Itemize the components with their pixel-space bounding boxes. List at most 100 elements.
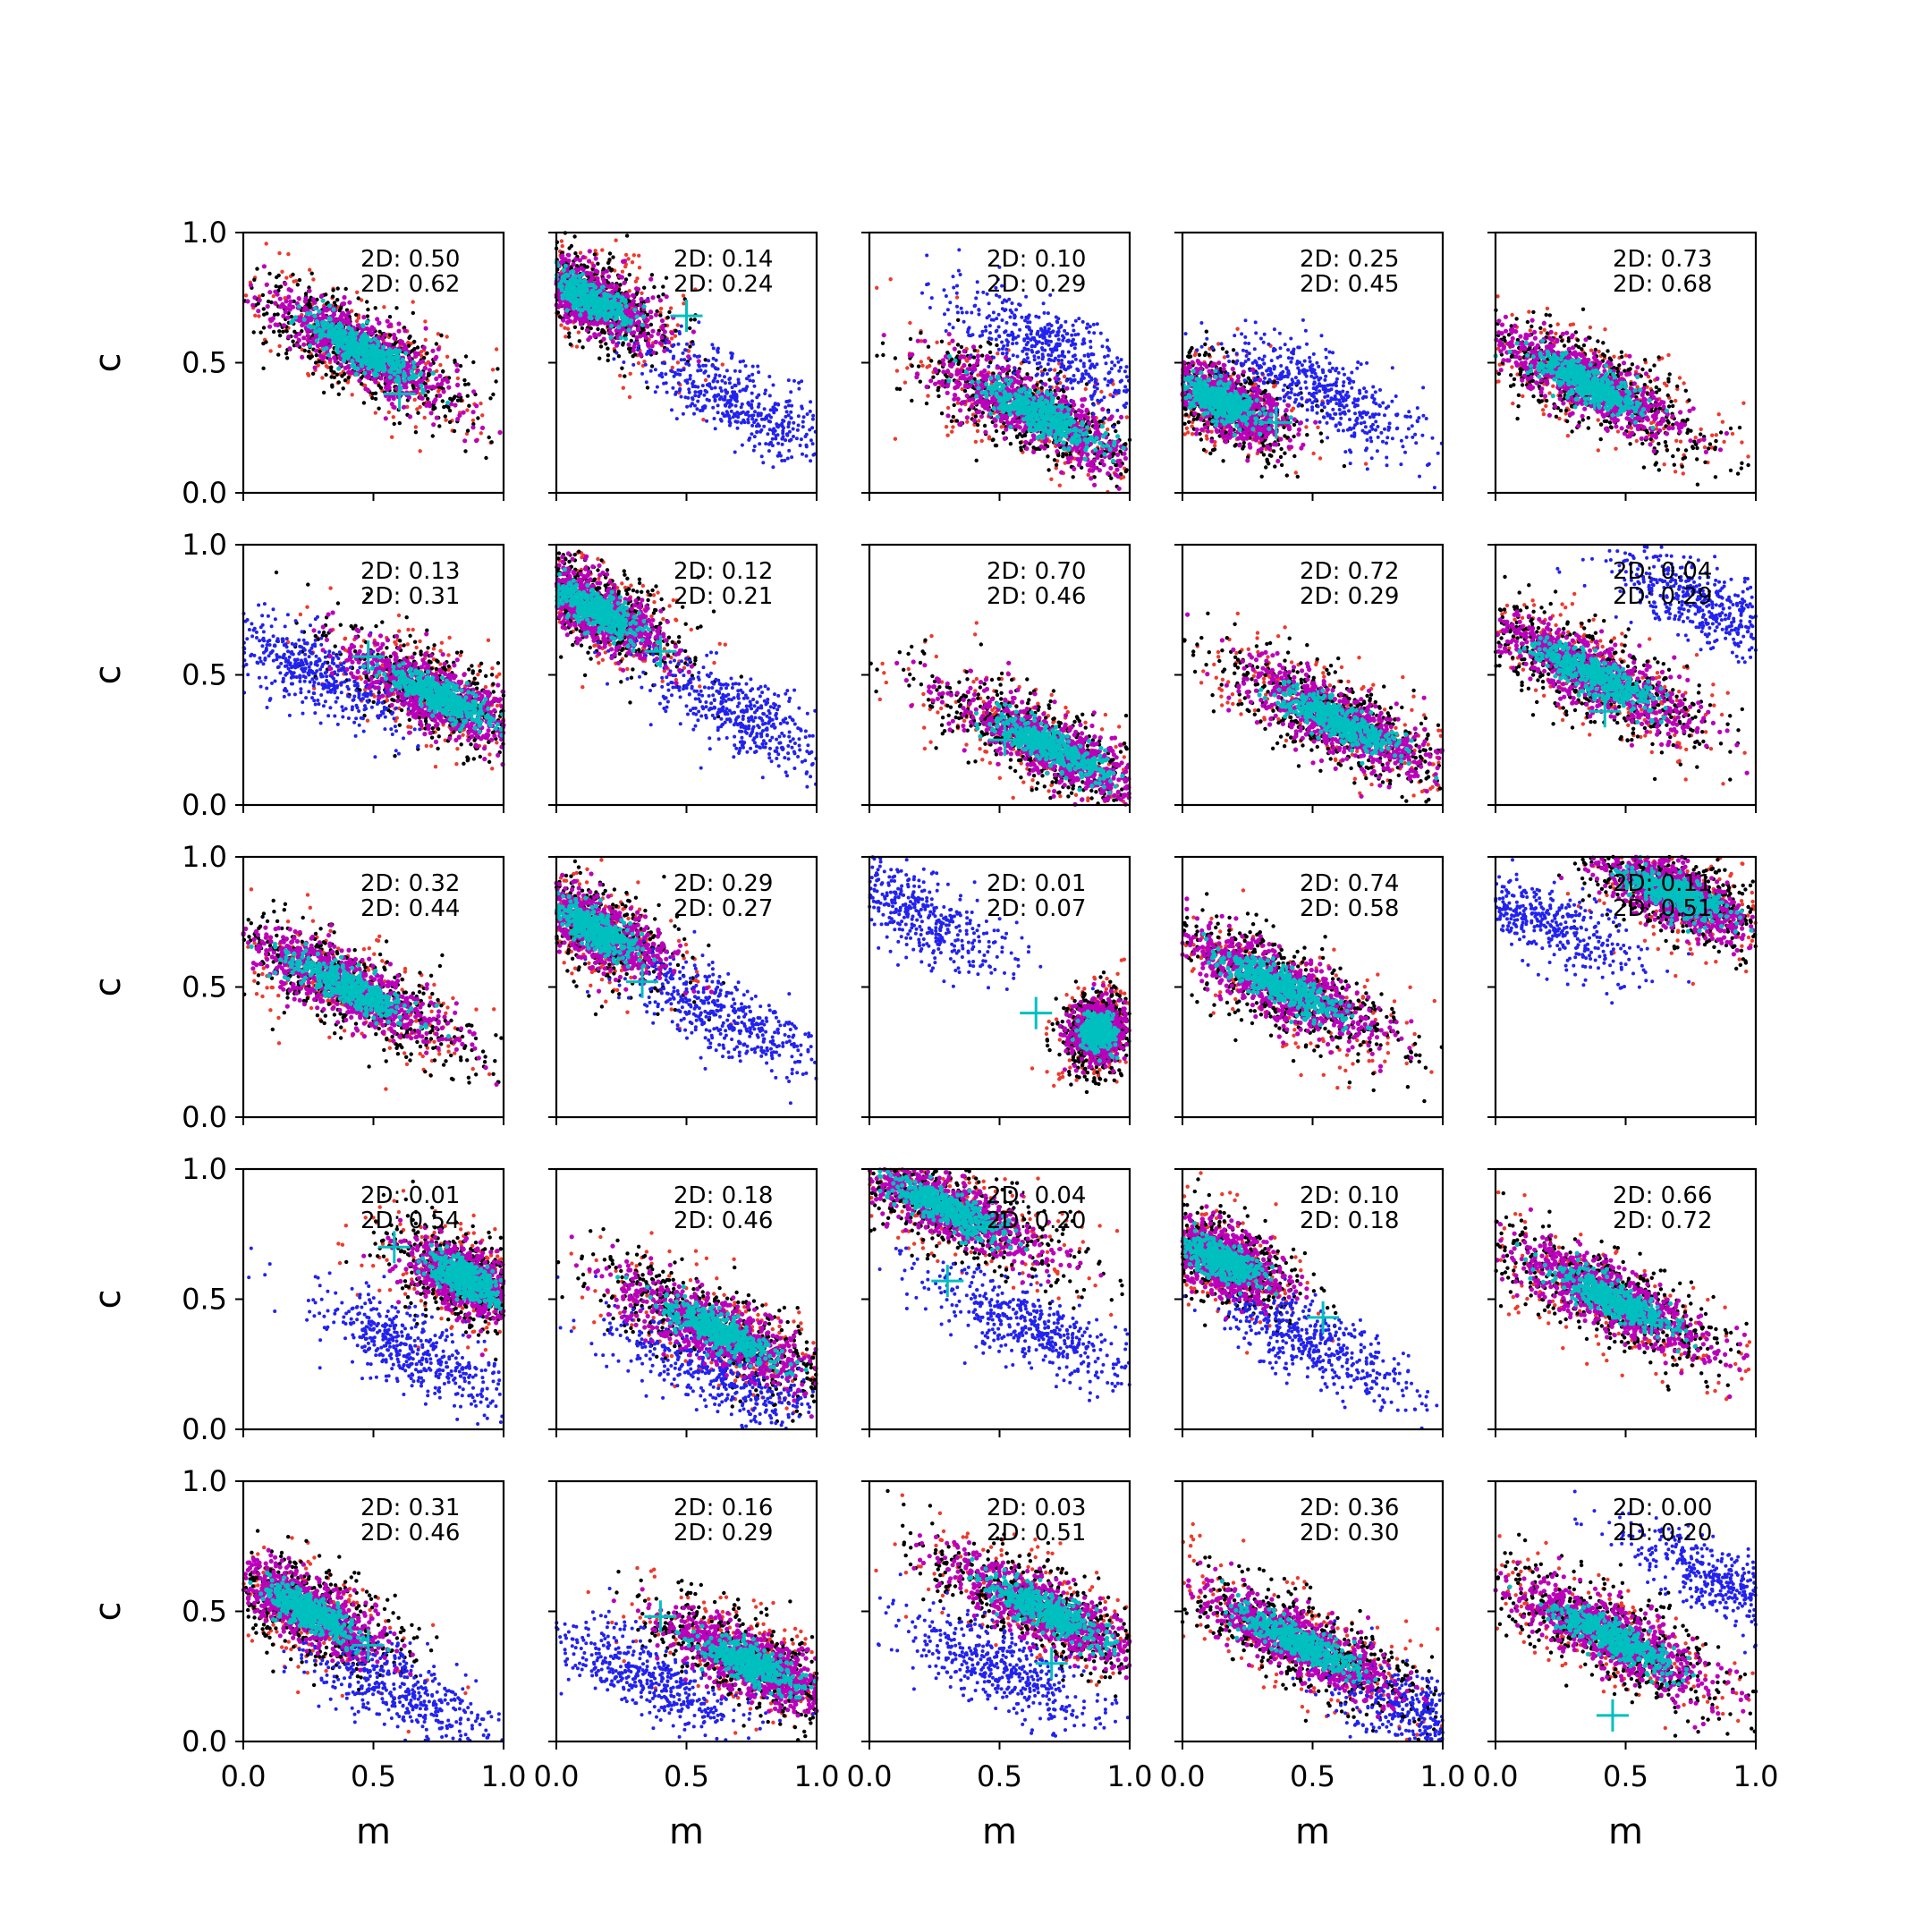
scatter-point	[611, 255, 615, 259]
scatter-point	[945, 351, 950, 355]
scatter-point	[1081, 361, 1086, 366]
scatter-point	[601, 336, 606, 342]
scatter-point	[713, 366, 717, 370]
scatter-point	[452, 395, 456, 401]
scatter-point	[1038, 360, 1042, 365]
scatter-point	[343, 313, 349, 318]
scatter-point	[596, 261, 600, 266]
scatter-point	[888, 277, 893, 282]
scatter-point	[674, 390, 678, 394]
scatter-point	[431, 407, 436, 411]
scatter-point	[668, 306, 674, 310]
scatter-point	[624, 292, 630, 297]
scatter-point	[1006, 333, 1010, 337]
scatter-point	[657, 298, 664, 303]
scatter-point	[588, 320, 594, 326]
scatter-point	[1018, 327, 1022, 332]
scatter-point	[618, 283, 623, 287]
scatter-point	[669, 330, 675, 335]
scatter-point	[321, 390, 326, 395]
scatter-point	[945, 405, 951, 411]
scatter-point	[354, 318, 360, 324]
scatter-point	[319, 293, 325, 299]
scatter-point	[567, 331, 572, 335]
scatter-point	[1088, 325, 1092, 329]
scatter-point	[705, 397, 709, 402]
scatter-point	[313, 329, 318, 335]
scatter-point	[662, 381, 666, 386]
scatter-point	[324, 320, 329, 326]
scatter-point	[1118, 379, 1123, 384]
scatter-point	[919, 331, 923, 335]
scatter-point	[727, 414, 731, 418]
scatter-point	[413, 425, 418, 429]
scatter-point	[602, 310, 607, 316]
scatter-point	[780, 442, 784, 446]
scatter-point	[773, 402, 777, 406]
scatter-point	[975, 290, 979, 294]
scatter-point	[373, 379, 378, 385]
scatter-point	[1008, 442, 1013, 446]
scatter-point	[308, 267, 312, 272]
scatter-point	[723, 397, 727, 401]
scatter-point	[463, 449, 468, 453]
scatter-point	[256, 309, 261, 314]
scatter-point	[905, 366, 910, 370]
scatter-point	[660, 360, 665, 365]
scatter-point	[471, 389, 477, 394]
scatter-point	[653, 368, 657, 372]
scatter-point	[313, 360, 318, 365]
scatter-point	[355, 366, 360, 371]
scatter-point	[1000, 340, 1004, 344]
scatter-point	[684, 361, 689, 366]
scatter-point	[671, 356, 675, 360]
scatter-point	[699, 369, 703, 372]
scatter-point	[312, 300, 318, 305]
scatter-point	[386, 324, 392, 329]
scatter-point	[769, 415, 773, 419]
scatter-point	[1106, 345, 1109, 350]
scatter-point	[301, 342, 307, 347]
scatter-point	[929, 359, 934, 363]
scatter-point	[1080, 319, 1085, 324]
scatter-point	[1095, 322, 1099, 326]
scatter-point	[648, 309, 654, 315]
scatter-point	[1001, 430, 1006, 436]
scatter-point	[1055, 395, 1061, 401]
scatter-point	[660, 325, 665, 331]
scatter-point	[1116, 420, 1121, 425]
scatter-point	[559, 323, 564, 327]
scatter-point	[312, 313, 318, 318]
scatter-point	[285, 315, 291, 320]
scatter-point	[386, 410, 391, 415]
scatter-point	[674, 328, 678, 333]
scatter-point	[957, 350, 962, 354]
scatter-point	[628, 371, 632, 376]
scatter-point	[373, 306, 377, 310]
scatter-point	[465, 428, 470, 433]
scatter-point	[758, 442, 762, 446]
scatter-point	[637, 253, 641, 258]
scatter-point	[284, 352, 289, 356]
scatter-point	[691, 379, 696, 384]
scatter-point	[414, 383, 419, 388]
scatter-point	[908, 336, 913, 342]
scatter-point	[574, 344, 580, 349]
scatter-point	[437, 373, 443, 378]
scatter-point	[267, 290, 273, 295]
scatter-point	[598, 344, 604, 349]
scatter-point	[659, 335, 665, 340]
scatter-point	[586, 258, 592, 264]
scatter-point	[283, 296, 287, 301]
scatter-point	[324, 364, 329, 369]
scatter-point	[564, 335, 568, 339]
scatter-point	[358, 343, 363, 350]
scatter-point	[1046, 323, 1050, 326]
scatter-point	[678, 386, 682, 391]
scatter-point	[721, 411, 724, 416]
scatter-point	[723, 402, 727, 407]
scatter-point	[418, 404, 422, 410]
scatter-point	[439, 333, 444, 337]
scatter-point	[366, 307, 370, 312]
scatter-point	[1106, 383, 1110, 387]
